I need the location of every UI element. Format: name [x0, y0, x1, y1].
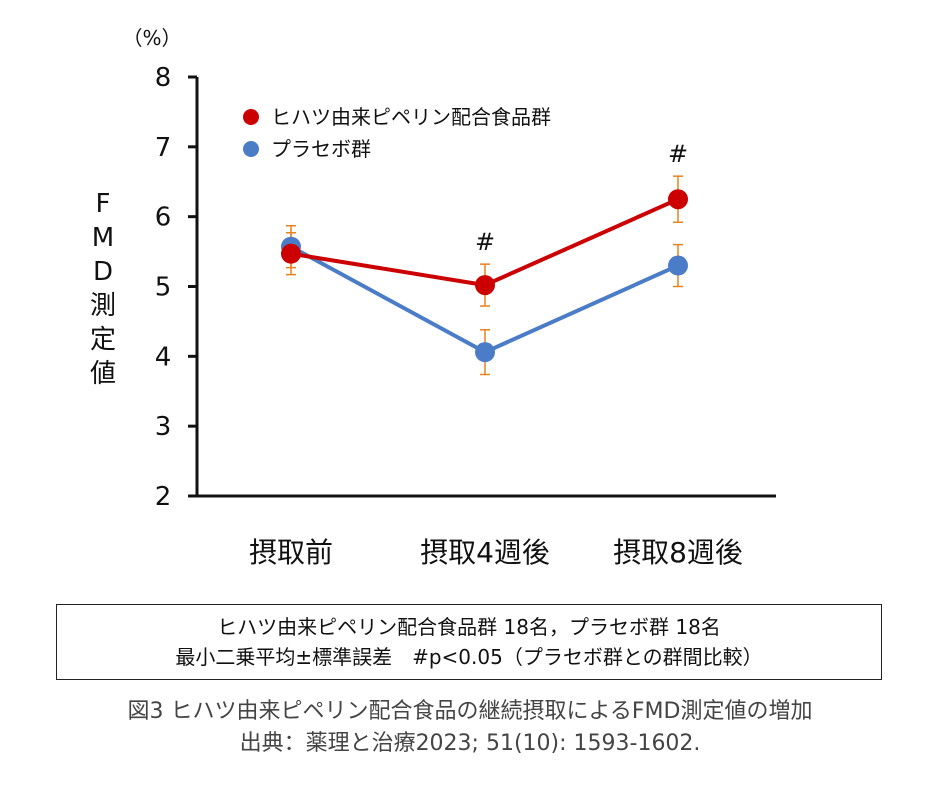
legend-label-0: ヒハツ由来ピペリン配合食品群 [271, 105, 551, 129]
y-tick-label: 6 [155, 203, 172, 233]
y-tick-label: 8 [155, 63, 172, 93]
note-line-2: 最小二乗平均±標準誤差 #p<0.05（プラセボ群との群間比較） [175, 645, 763, 669]
y-axis-title-char: 定 [90, 325, 116, 355]
y-tick-label: 2 [155, 482, 172, 512]
source-citation: 出典：薬理と治療2023; 51(10): 1593-1602. [239, 731, 701, 756]
data-point-0 [668, 189, 688, 210]
data-point-0 [475, 275, 495, 296]
y-axis-title-char: 測 [90, 291, 116, 321]
data-point-0 [281, 243, 301, 264]
figure-caption: 図3 ヒハツ由来ピペリン配合食品の継続摂取によるFMD測定値の増加 [127, 699, 813, 724]
x-category-label: 摂取前 [249, 536, 333, 569]
y-unit-label: （%） [122, 26, 181, 50]
note-box: ヒハツ由来ピペリン配合食品群 18名，プラセボ群 18名 最小二乗平均±標準誤差… [56, 604, 882, 680]
y-tick-label: 4 [155, 342, 172, 372]
y-tick-label: 7 [155, 133, 172, 163]
significance-mark: # [668, 140, 688, 168]
y-axis-title-char: D [93, 257, 113, 287]
legend-marker-1 [243, 141, 259, 157]
legend-marker-0 [243, 109, 259, 125]
legend-label-1: プラセボ群 [271, 137, 371, 161]
y-axis-title-char: M [92, 223, 114, 253]
significance-mark: # [475, 228, 495, 256]
x-category-label: 摂取4週後 [420, 536, 550, 569]
note-line-1: ヒハツ由来ピペリン配合食品群 18名，プラセボ群 18名 [217, 615, 721, 639]
y-tick-label: 5 [155, 273, 172, 303]
y-axis-title-char: F [96, 189, 111, 219]
y-tick-label: 3 [155, 412, 172, 442]
data-point-1 [668, 255, 688, 276]
y-axis-title-char: 値 [90, 359, 116, 389]
data-point-1 [475, 342, 495, 363]
x-category-label: 摂取8週後 [613, 536, 743, 569]
